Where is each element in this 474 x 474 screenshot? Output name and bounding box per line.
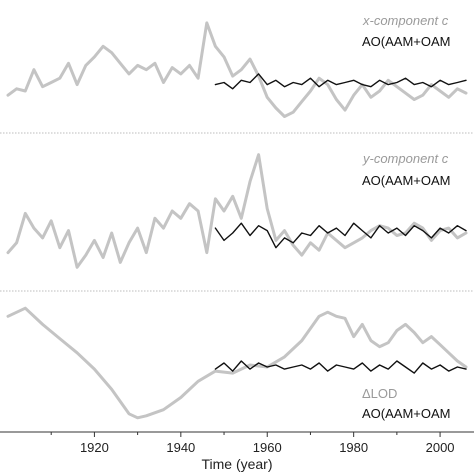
legend-black-middle: AO(AAM+OAM: [362, 173, 451, 188]
x-tick-label: 2000: [426, 440, 455, 455]
x-ticks: 1920 1940 1960 1980 2000: [50, 432, 455, 455]
gray-series-line-middle: [6, 153, 468, 269]
chart-panels: [6, 21, 468, 420]
black-series-line-bottom: [214, 360, 467, 374]
x-tick-label: 1980: [339, 440, 368, 455]
black-series-line-top: [214, 73, 467, 90]
black-series-line-middle: [214, 222, 467, 249]
gray-series-line-top: [6, 21, 468, 118]
x-tick-label: 1920: [80, 440, 109, 455]
x-tick-label: 1940: [166, 440, 195, 455]
legend-gray-middle: y-component c: [362, 151, 449, 166]
panel-dividers: [0, 132, 474, 292]
legend-gray-top: x-component c: [362, 13, 449, 28]
legend-black-top: AO(AAM+OAM: [362, 34, 451, 49]
gray-series-line-bottom: [6, 306, 468, 420]
legend-black-bottom: AO(AAM+OAM: [362, 406, 451, 421]
x-axis-label: Time (year): [201, 456, 272, 472]
legend-gray-bottom: ΔLOD: [362, 386, 397, 401]
x-tick-label: 1960: [253, 440, 282, 455]
panel-middle: [6, 153, 468, 269]
chart-legends: x-component c AO(AAM+OAM y-component c AO(A…: [362, 13, 451, 421]
panel-top: [6, 21, 468, 118]
panel-bottom: [6, 306, 468, 420]
x-axis: 1920 1940 1960 1980 2000 Time (year): [0, 431, 474, 472]
